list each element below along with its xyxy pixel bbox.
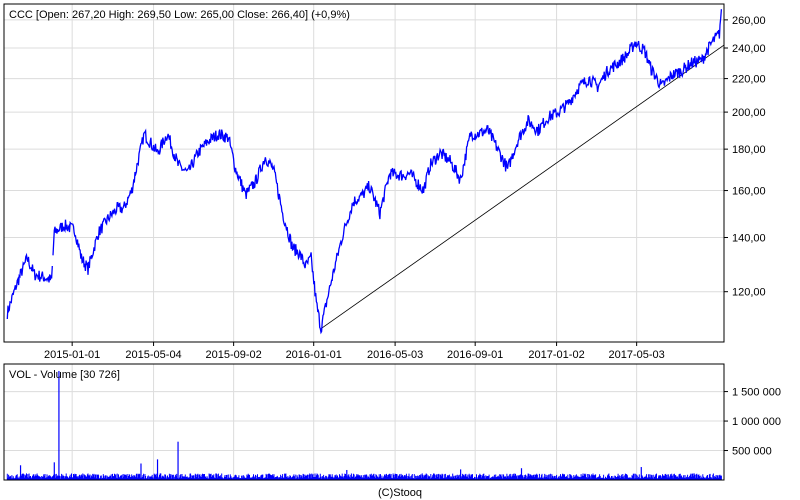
price-y-tick-label: 140,00 xyxy=(732,232,766,244)
price-line-segment-1 xyxy=(6,252,53,320)
x-tick-label: 2017-01-02 xyxy=(528,349,584,361)
price-line-segment-2 xyxy=(52,9,723,335)
volume-y-tick-label: 1 500 000 xyxy=(732,387,781,399)
x-tick-label: 2015-05-04 xyxy=(125,349,181,361)
volume-daily-bars xyxy=(6,473,722,480)
price-y-tick-label: 200,00 xyxy=(732,107,766,119)
x-tick-label: 2016-09-01 xyxy=(447,349,503,361)
x-tick-label: 2016-01-01 xyxy=(286,349,342,361)
volume-y-axis: 500 000 1 000 000 1 500 000 xyxy=(724,387,781,458)
x-tick-label: 2015-09-02 xyxy=(205,349,261,361)
price-title: CCC [Open: 267,20 High: 269,50 Low: 265,… xyxy=(9,9,350,21)
price-y-tick-label: 260,00 xyxy=(732,15,766,27)
price-y-tick-label: 160,00 xyxy=(732,186,766,198)
price-y-axis: 120,00 140,00 160,00 180,00 200,00 220,00 240,… xyxy=(724,15,766,299)
price-y-tick-label: 220,00 xyxy=(732,74,766,86)
volume-y-tick-label: 1 000 000 xyxy=(732,416,781,428)
volume-panel: VOL - Volume [30 726] 500 000 1 000 000 1 … xyxy=(3,363,781,481)
price-y-tick-label: 120,00 xyxy=(732,287,766,299)
price-panel: CCC [Open: 267,20 High: 269,50 Low: 265,… xyxy=(3,3,766,361)
volume-grid xyxy=(4,364,724,480)
price-y-tick-label: 180,00 xyxy=(732,144,766,156)
price-grid xyxy=(4,4,724,342)
volume-title: VOL - Volume [30 726] xyxy=(9,369,120,381)
credit-text: (C)Stooq xyxy=(378,487,422,499)
volume-y-tick-label: 500 000 xyxy=(732,446,772,458)
x-tick-label: 2015-01-01 xyxy=(44,349,100,361)
price-trendline xyxy=(320,44,725,330)
trendline xyxy=(320,44,725,330)
x-tick-label: 2017-05-03 xyxy=(609,349,665,361)
price-series xyxy=(6,9,723,335)
x-tick-label: 2016-05-03 xyxy=(367,349,423,361)
price-panel-frame xyxy=(3,3,725,343)
volume-bars xyxy=(6,370,722,480)
price-y-tick-label: 240,00 xyxy=(732,43,766,55)
x-axis: 2015-01-01 2015-05-04 2015-09-02 2016-01-01… xyxy=(44,342,665,361)
volume-panel-frame xyxy=(3,363,725,481)
